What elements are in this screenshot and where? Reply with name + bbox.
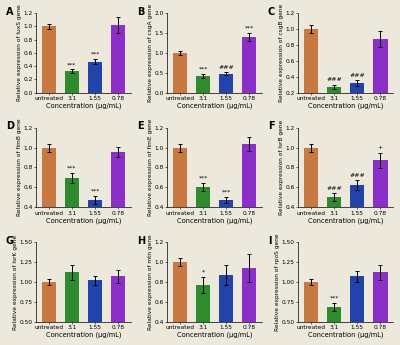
Bar (88, 61, 102, 92)
Y-axis label: Relative expression of mtn gene: Relative expression of mtn gene (148, 234, 153, 330)
Bar (42, 148, 56, 247)
Bar (65, 71, 79, 92)
Bar (242, 268, 256, 345)
Bar (350, 276, 364, 345)
Bar (327, 307, 341, 345)
Bar (242, 144, 256, 247)
Text: ###: ### (349, 72, 365, 78)
Y-axis label: Relative expression of lsrB gene: Relative expression of lsrB gene (279, 120, 284, 215)
Text: H: H (137, 236, 145, 246)
Bar (111, 151, 126, 247)
X-axis label: Concentration (μg/mL): Concentration (μg/mL) (177, 217, 252, 224)
Text: E: E (137, 121, 143, 131)
Text: I: I (268, 236, 271, 246)
Text: ###: ### (218, 65, 234, 70)
Bar (242, 37, 256, 92)
Bar (373, 39, 388, 109)
Bar (173, 53, 187, 92)
X-axis label: Concentration (μg/mL): Concentration (μg/mL) (46, 332, 121, 338)
Bar (42, 282, 56, 345)
Bar (65, 178, 79, 247)
Bar (196, 76, 210, 92)
Bar (111, 276, 126, 345)
Bar (304, 29, 318, 109)
Bar (88, 280, 102, 345)
Bar (219, 275, 233, 345)
Text: +: + (378, 145, 383, 150)
Bar (88, 200, 102, 247)
Bar (350, 185, 364, 247)
Y-axis label: Relative expression of lsrK gene: Relative expression of lsrK gene (13, 234, 18, 329)
Text: ***: *** (222, 190, 231, 195)
Bar (111, 25, 126, 92)
Bar (350, 83, 364, 109)
Text: C: C (268, 7, 275, 17)
Text: ***: *** (198, 176, 208, 181)
X-axis label: Concentration (μg/mL): Concentration (μg/mL) (308, 217, 383, 224)
Text: ***: *** (329, 296, 339, 301)
X-axis label: Concentration (μg/mL): Concentration (μg/mL) (308, 102, 383, 109)
Bar (173, 262, 187, 345)
Y-axis label: Relative expression of luxS gene: Relative expression of luxS gene (17, 4, 22, 101)
Text: B: B (137, 7, 144, 17)
Text: D: D (6, 121, 14, 131)
Y-axis label: Relative expression of rpoS gene: Relative expression of rpoS gene (275, 233, 280, 331)
X-axis label: Concentration (μg/mL): Concentration (μg/mL) (46, 102, 121, 109)
X-axis label: Concentration (μg/mL): Concentration (μg/mL) (46, 217, 121, 224)
Bar (42, 27, 56, 92)
Text: A: A (6, 7, 13, 17)
Text: ###: ### (326, 77, 342, 82)
Text: ***: *** (245, 26, 254, 31)
Text: ###: ### (349, 173, 365, 178)
Y-axis label: Relative expression of csgB gene: Relative expression of csgB gene (279, 4, 284, 102)
Text: ***: *** (67, 166, 77, 171)
Bar (327, 197, 341, 247)
Bar (196, 285, 210, 345)
Bar (373, 160, 388, 247)
Bar (327, 87, 341, 109)
Y-axis label: Relative expression of fimB gene: Relative expression of fimB gene (17, 119, 22, 216)
Text: ###: ### (326, 186, 342, 191)
Bar (304, 282, 318, 345)
Text: G: G (6, 236, 14, 246)
Bar (173, 148, 187, 247)
Bar (373, 273, 388, 345)
Bar (196, 187, 210, 247)
Bar (219, 73, 233, 92)
Text: ***: *** (90, 189, 100, 194)
Y-axis label: Relative expression of fimE gene: Relative expression of fimE gene (148, 119, 153, 216)
Y-axis label: Relative expression of csgA gene: Relative expression of csgA gene (148, 4, 153, 102)
X-axis label: Concentration (μg/mL): Concentration (μg/mL) (177, 102, 252, 109)
Bar (65, 273, 79, 345)
Text: F: F (268, 121, 274, 131)
X-axis label: Concentration (μg/mL): Concentration (μg/mL) (177, 332, 252, 338)
Text: *: * (202, 270, 204, 275)
Text: ***: *** (198, 67, 208, 72)
Text: ***: *** (90, 51, 100, 57)
Text: ***: *** (67, 62, 77, 67)
Bar (304, 148, 318, 247)
X-axis label: Concentration (μg/mL): Concentration (μg/mL) (308, 332, 383, 338)
Bar (219, 200, 233, 247)
